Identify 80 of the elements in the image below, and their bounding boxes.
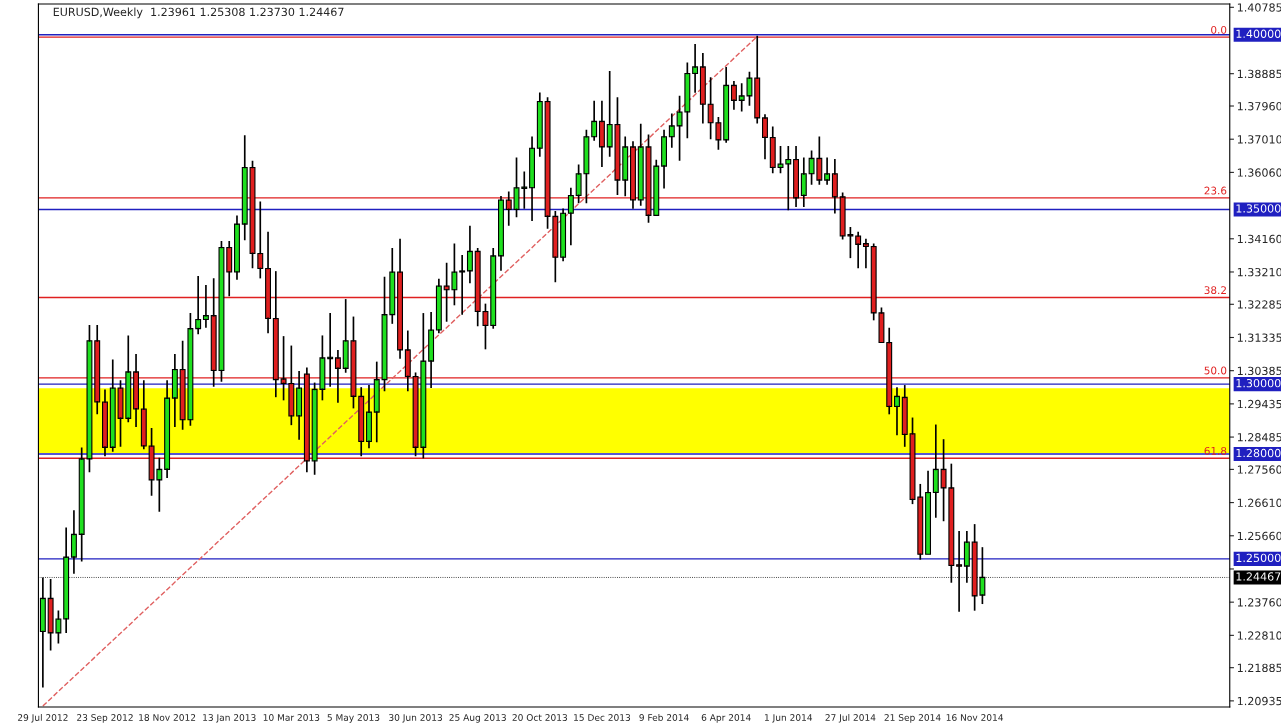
y-tick-label: 1.29435	[1237, 399, 1281, 409]
x-tick-label: 25 Aug 2013	[449, 714, 506, 723]
x-tick-label: 5 May 2013	[327, 714, 380, 723]
y-tick-label: 1.38885	[1237, 69, 1281, 79]
candlestick	[202, 285, 209, 328]
y-tick-label: 1.30385	[1237, 366, 1281, 376]
y-tick-label: 1.23760	[1237, 598, 1281, 607]
x-tick-label: 10 Mar 2013	[263, 714, 320, 721]
y-tick-label: 1.34160	[1237, 234, 1281, 244]
annotation: 0.0	[1211, 25, 1227, 34]
ref-line-label: 1.35000	[1236, 204, 1281, 213]
y-tick-label: 1.22810	[1237, 631, 1281, 640]
y-tick-label: 1.26610	[1237, 498, 1281, 507]
candlestick	[699, 53, 706, 124]
candlestick	[692, 44, 699, 93]
candlestick	[855, 231, 862, 269]
x-tick-label: 23 Sep 2012	[77, 714, 133, 723]
x-tick-label: 9 Feb 2014	[639, 713, 689, 721]
x-tick-label: 15 Dec 2013	[574, 714, 631, 721]
candlestick	[428, 312, 435, 389]
candlestick	[591, 100, 598, 141]
candlestick	[171, 353, 178, 427]
x-tick-label: 13 Jan 2013	[203, 714, 256, 723]
candlestick	[70, 510, 77, 574]
x-tick-label: 21 Sep 2014	[884, 714, 941, 723]
y-tick-label: 1.37010	[1237, 135, 1281, 144]
candlestick	[668, 113, 675, 148]
candlestick	[296, 371, 303, 440]
chart-title: EURUSD,Weekly 1.23961 1.25308 1.23730 1.24467	[53, 7, 344, 19]
candlestick	[723, 67, 730, 143]
y-tick-label: 1.33210	[1237, 267, 1281, 277]
y-tick-label: 1.40785	[1237, 3, 1281, 12]
y-tick-label: 1.27560	[1237, 465, 1281, 474]
x-tick-label: 18 Nov 2012	[139, 714, 196, 721]
candlestick	[102, 389, 108, 457]
annotation: 38.2	[1204, 286, 1226, 295]
candlestick	[762, 114, 768, 160]
x-tick-label: 29 Jul 2012	[17, 713, 68, 723]
candlestick	[164, 380, 171, 478]
candlestick	[824, 157, 831, 185]
annotation: 23.6	[1204, 186, 1227, 195]
candlestick	[366, 385, 372, 449]
candlestick	[498, 196, 504, 271]
candlestick	[730, 81, 737, 110]
ref-line-label: 1.28000	[1236, 448, 1281, 458]
x-tick-label: 6 Apr 2014	[701, 714, 751, 723]
candlestick	[894, 387, 900, 436]
y-tick-label: 1.37960	[1237, 101, 1281, 111]
candlestick	[598, 100, 605, 167]
candlestick	[234, 215, 240, 280]
candlestick	[529, 136, 536, 222]
candlestick	[560, 208, 567, 262]
x-tick-label: 1 Jun 2014	[764, 714, 813, 723]
y-tick-label: 1.32285	[1237, 300, 1281, 309]
x-tick-label: 16 Nov 2014	[946, 714, 1004, 721]
candlestick	[567, 187, 574, 246]
candlestick	[536, 92, 543, 157]
ref-line-label: 1.30000	[1236, 378, 1281, 388]
ref-line-label: 1.40000	[1236, 29, 1281, 38]
candlestick	[800, 157, 807, 208]
y-tick-label: 1.21885	[1237, 663, 1281, 673]
candlestick	[661, 129, 668, 189]
candlestick	[466, 225, 473, 284]
annotation: 61.8	[1204, 446, 1227, 455]
y-tick-label: 1.36060	[1237, 168, 1281, 177]
ref-line-label: 1.25000	[1236, 553, 1281, 563]
candlestick	[435, 278, 442, 334]
y-tick-label: 1.31335	[1237, 333, 1281, 342]
y-tick-label: 1.20935	[1237, 696, 1281, 706]
candlestick	[195, 276, 202, 335]
x-tick-label: 30 Jun 2013	[389, 714, 442, 723]
x-tick-label: 27 Jul 2014	[825, 713, 876, 723]
x-tick-label: 20 Oct 2013	[512, 714, 567, 721]
y-tick-label: 1.25660	[1237, 531, 1281, 541]
candlestick	[925, 470, 932, 555]
ref-line-label: 1.24467	[1236, 572, 1281, 581]
annotation: 50.0	[1204, 366, 1227, 375]
y-tick-label: 1.28485	[1237, 433, 1281, 442]
candlestick	[932, 424, 939, 518]
candlestick	[459, 255, 466, 315]
